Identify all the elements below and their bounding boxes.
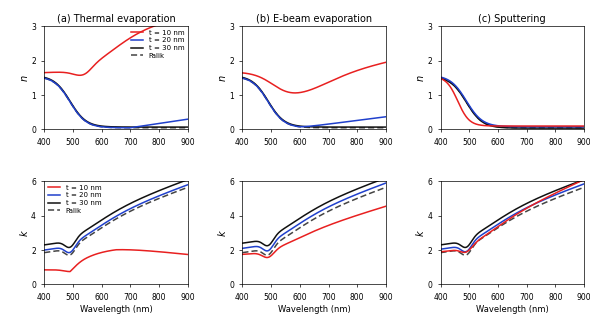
Title: (c) Sputtering: (c) Sputtering: [478, 14, 546, 24]
Y-axis label: k: k: [218, 230, 228, 236]
Y-axis label: k: k: [19, 230, 30, 236]
X-axis label: Wavelength (nm): Wavelength (nm): [476, 305, 549, 314]
X-axis label: Wavelength (nm): Wavelength (nm): [278, 305, 350, 314]
Title: (a) Thermal evaporation: (a) Thermal evaporation: [57, 14, 175, 24]
Y-axis label: n: n: [218, 75, 228, 81]
Legend: t = 10 nm, t = 20 nm, t = 30 nm, Palik: t = 10 nm, t = 20 nm, t = 30 nm, Palik: [130, 30, 184, 59]
Y-axis label: k: k: [416, 230, 426, 236]
Y-axis label: n: n: [19, 75, 30, 81]
X-axis label: Wavelength (nm): Wavelength (nm): [80, 305, 152, 314]
Y-axis label: n: n: [416, 75, 426, 81]
Title: (b) E-beam evaporation: (b) E-beam evaporation: [256, 14, 372, 24]
Legend: t = 10 nm, t = 20 nm, t = 30 nm, Palik: t = 10 nm, t = 20 nm, t = 30 nm, Palik: [48, 185, 101, 214]
